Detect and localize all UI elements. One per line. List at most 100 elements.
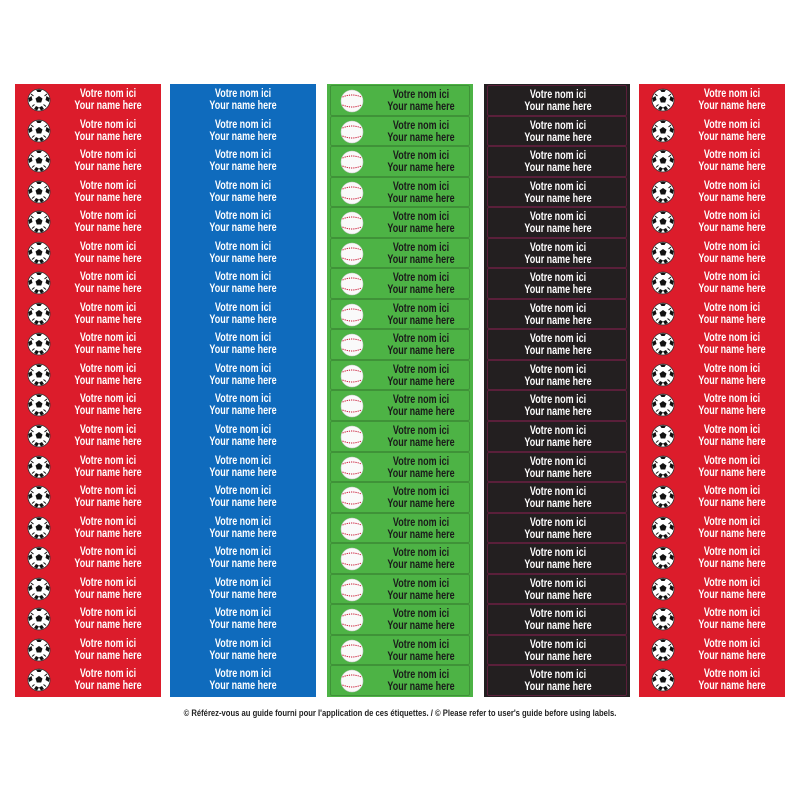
name-label[interactable]: Votre nom ici Your name here (330, 237, 470, 269)
name-label[interactable]: Votre nom ici Your name here (18, 635, 158, 666)
name-label[interactable]: Votre nom ici Your name here (18, 238, 158, 269)
name-label[interactable]: Votre nom ici Your name here (642, 85, 782, 116)
name-label[interactable]: Votre nom ici Your name here (330, 176, 470, 208)
name-label[interactable]: Votre nom ici Your name here (173, 238, 313, 269)
name-label[interactable]: Votre nom ici Your name here (642, 543, 782, 574)
name-label[interactable]: Votre nom ici Your name here (18, 452, 158, 483)
name-label[interactable]: Votre nom ici Your name here (642, 421, 782, 452)
name-label[interactable]: Votre nom ici Your name here (330, 421, 470, 452)
name-label[interactable]: Votre nom ici Your name here (173, 574, 313, 605)
name-label[interactable]: Votre nom ici Your name here (642, 574, 782, 605)
name-label[interactable]: Votre nom ici Your name here (18, 421, 158, 452)
name-label[interactable]: Votre nom ici Your name here (487, 115, 627, 147)
name-label[interactable]: Votre nom ici Your name here (18, 513, 158, 544)
name-label[interactable]: Votre nom ici Your name here (642, 452, 782, 483)
name-label[interactable]: Votre nom ici Your name here (642, 207, 782, 238)
name-label[interactable]: Votre nom ici Your name here (330, 451, 470, 483)
name-label[interactable]: Votre nom ici Your name here (173, 268, 313, 299)
name-label[interactable]: Votre nom ici Your name here (487, 176, 627, 208)
name-label[interactable]: Votre nom ici Your name here (18, 299, 158, 330)
name-label[interactable]: Votre nom ici Your name here (330, 482, 470, 513)
name-label[interactable]: Votre nom ici Your name here (330, 268, 470, 299)
name-label[interactable]: Votre nom ici Your name here (487, 421, 627, 452)
name-label[interactable]: Votre nom ici Your name here (18, 665, 158, 696)
name-label[interactable]: Votre nom ici Your name here (173, 482, 313, 513)
name-label[interactable]: Votre nom ici Your name here (173, 421, 313, 452)
name-label[interactable]: Votre nom ici Your name here (330, 85, 470, 116)
name-label[interactable]: Votre nom ici Your name here (642, 390, 782, 421)
name-label[interactable]: Votre nom ici Your name here (330, 390, 470, 422)
name-label[interactable]: Votre nom ici Your name here (487, 85, 627, 116)
name-label[interactable]: Votre nom ici Your name here (18, 268, 158, 299)
name-label[interactable]: Votre nom ici Your name here (173, 665, 313, 696)
name-label[interactable]: Votre nom ici Your name here (642, 299, 782, 330)
name-label[interactable]: Votre nom ici Your name here (330, 604, 470, 635)
name-label[interactable]: Votre nom ici Your name here (173, 177, 313, 208)
name-label[interactable]: Votre nom ici Your name here (173, 390, 313, 421)
name-label[interactable]: Votre nom ici Your name here (173, 116, 313, 147)
name-label[interactable]: Votre nom ici Your name here (487, 451, 627, 483)
name-label[interactable]: Votre nom ici Your name here (487, 604, 627, 635)
name-label[interactable]: Votre nom ici Your name here (642, 482, 782, 513)
name-label[interactable]: Votre nom ici Your name here (487, 207, 627, 238)
name-label[interactable]: Votre nom ici Your name here (487, 543, 627, 574)
name-label[interactable]: Votre nom ici Your name here (173, 635, 313, 666)
name-label[interactable]: Votre nom ici Your name here (642, 116, 782, 147)
name-label[interactable]: Votre nom ici Your name here (330, 512, 470, 544)
name-label[interactable]: Votre nom ici Your name here (18, 360, 158, 391)
name-label[interactable]: Votre nom ici Your name here (642, 604, 782, 635)
name-label[interactable]: Votre nom ici Your name here (18, 177, 158, 208)
name-label[interactable]: Votre nom ici Your name here (642, 665, 782, 696)
name-label[interactable]: Votre nom ici Your name here (330, 665, 470, 696)
name-label[interactable]: Votre nom ici Your name here (330, 207, 470, 238)
name-label[interactable]: Votre nom ici Your name here (18, 390, 158, 421)
name-label[interactable]: Votre nom ici Your name here (330, 573, 470, 605)
name-label[interactable]: Votre nom ici Your name here (487, 573, 627, 605)
name-label[interactable]: Votre nom ici Your name here (18, 482, 158, 513)
name-label[interactable]: Votre nom ici Your name here (173, 146, 313, 177)
name-label[interactable]: Votre nom ici Your name here (487, 512, 627, 544)
name-label[interactable]: Votre nom ici Your name here (173, 207, 313, 238)
name-label[interactable]: Votre nom ici Your name here (642, 146, 782, 177)
name-label[interactable]: Votre nom ici Your name here (173, 513, 313, 544)
name-label[interactable]: Votre nom ici Your name here (18, 116, 158, 147)
name-label[interactable]: Votre nom ici Your name here (487, 634, 627, 666)
name-label[interactable]: Votre nom ici Your name here (642, 268, 782, 299)
name-label[interactable]: Votre nom ici Your name here (642, 329, 782, 360)
name-label[interactable]: Votre nom ici Your name here (18, 574, 158, 605)
name-label[interactable]: Votre nom ici Your name here (18, 146, 158, 177)
name-label[interactable]: Votre nom ici Your name here (487, 329, 627, 360)
name-label[interactable]: Votre nom ici Your name here (642, 513, 782, 544)
name-label[interactable]: Votre nom ici Your name here (330, 329, 470, 360)
name-label[interactable]: Votre nom ici Your name here (173, 604, 313, 635)
name-label[interactable]: Votre nom ici Your name here (642, 238, 782, 269)
name-label[interactable]: Votre nom ici Your name here (330, 359, 470, 391)
name-label[interactable]: Votre nom ici Your name here (173, 360, 313, 391)
name-label[interactable]: Votre nom ici Your name here (642, 360, 782, 391)
name-label[interactable]: Votre nom ici Your name here (173, 299, 313, 330)
name-label[interactable]: Votre nom ici Your name here (330, 543, 470, 574)
name-label[interactable]: Votre nom ici Your name here (487, 390, 627, 422)
name-label[interactable]: Votre nom ici Your name here (330, 634, 470, 666)
name-label[interactable]: Votre nom ici Your name here (18, 543, 158, 574)
name-label[interactable]: Votre nom ici Your name here (642, 635, 782, 666)
name-label[interactable]: Votre nom ici Your name here (18, 329, 158, 360)
name-label[interactable]: Votre nom ici Your name here (487, 146, 627, 177)
name-label[interactable]: Votre nom ici Your name here (330, 146, 470, 177)
name-label[interactable]: Votre nom ici Your name here (18, 85, 158, 116)
name-label[interactable]: Votre nom ici Your name here (487, 359, 627, 391)
name-label[interactable]: Votre nom ici Your name here (173, 543, 313, 574)
name-label[interactable]: Votre nom ici Your name here (487, 268, 627, 299)
name-label[interactable]: Votre nom ici Your name here (330, 298, 470, 330)
name-label[interactable]: Votre nom ici Your name here (18, 207, 158, 238)
name-label[interactable]: Votre nom ici Your name here (18, 604, 158, 635)
name-label[interactable]: Votre nom ici Your name here (487, 237, 627, 269)
name-label[interactable]: Votre nom ici Your name here (487, 665, 627, 696)
name-label[interactable]: Votre nom ici Your name here (173, 85, 313, 116)
name-label[interactable]: Votre nom ici Your name here (173, 329, 313, 360)
name-label[interactable]: Votre nom ici Your name here (330, 115, 470, 147)
name-label[interactable]: Votre nom ici Your name here (487, 298, 627, 330)
name-label[interactable]: Votre nom ici Your name here (173, 452, 313, 483)
name-label[interactable]: Votre nom ici Your name here (642, 177, 782, 208)
name-label[interactable]: Votre nom ici Your name here (487, 482, 627, 513)
